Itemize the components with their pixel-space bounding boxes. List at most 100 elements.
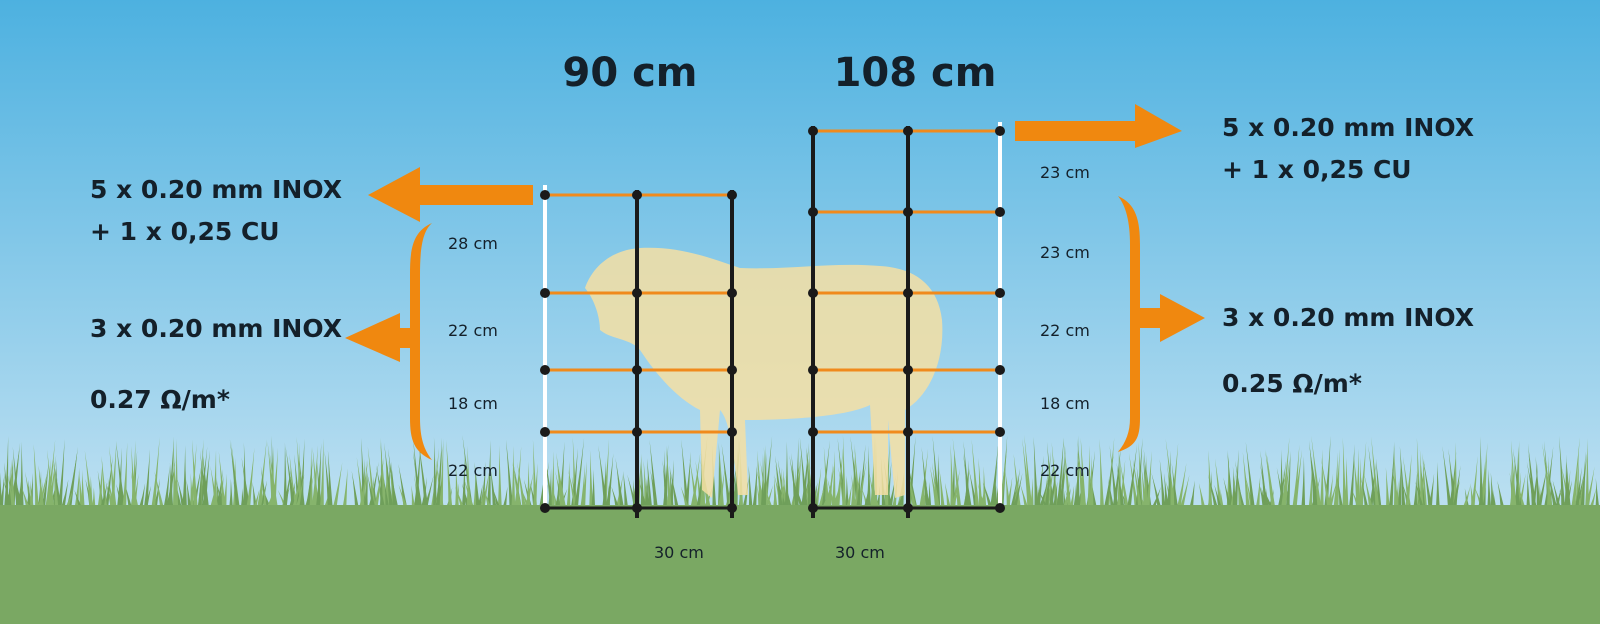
wire-knot bbox=[995, 288, 1005, 298]
grass-blade bbox=[1309, 440, 1318, 510]
grass-blade bbox=[1242, 451, 1251, 510]
grass-blade bbox=[1548, 474, 1558, 510]
grass-blade bbox=[152, 478, 161, 510]
spacing-label: 23 cm bbox=[1040, 163, 1090, 182]
grass-blade bbox=[361, 438, 366, 510]
grass-blade bbox=[1368, 462, 1376, 510]
grass-blade bbox=[1360, 476, 1369, 510]
grass-blade bbox=[589, 449, 594, 510]
grass-blade bbox=[1035, 455, 1044, 510]
grass-blade bbox=[40, 463, 49, 510]
grass-blade bbox=[733, 438, 739, 510]
grass-blade bbox=[550, 451, 555, 510]
grass-blade bbox=[189, 472, 194, 510]
grass-blade bbox=[1108, 478, 1115, 510]
wire-knot bbox=[903, 427, 913, 437]
grass-blade bbox=[182, 445, 187, 510]
grass-blade bbox=[512, 461, 523, 510]
wire-knot bbox=[808, 288, 818, 298]
grass-blade bbox=[1105, 437, 1115, 510]
grass-blade bbox=[1233, 449, 1239, 510]
wire-knot bbox=[995, 365, 1005, 375]
grass-blade bbox=[1281, 457, 1290, 510]
grass-blade bbox=[993, 476, 998, 510]
grass-blade bbox=[1451, 465, 1461, 510]
grass-blade bbox=[1435, 461, 1440, 510]
right-wire-spec: 3 x 0.20 mm INOX bbox=[1222, 303, 1474, 332]
right-top-wire-spec-cu: + 1 x 0,25 CU bbox=[1222, 155, 1412, 184]
grass-blade bbox=[351, 470, 360, 510]
wire-knot bbox=[727, 365, 737, 375]
grass-blade bbox=[1516, 477, 1521, 510]
post-spacing-label: 30 cm bbox=[654, 543, 704, 562]
arrow-left-mid bbox=[345, 313, 412, 362]
grass-blade bbox=[826, 463, 833, 510]
grass-blade bbox=[291, 470, 302, 510]
grass-blade bbox=[47, 449, 55, 510]
grass-blade bbox=[741, 476, 749, 510]
grass-blade bbox=[411, 485, 416, 510]
grass-blade bbox=[950, 468, 960, 510]
grass-blade bbox=[623, 470, 629, 510]
grass-blade bbox=[413, 441, 422, 510]
grass-blade bbox=[1020, 484, 1029, 510]
grass-blade bbox=[1595, 477, 1600, 510]
wire-knot bbox=[995, 126, 1005, 136]
wire-knot bbox=[808, 503, 818, 513]
grass-blade bbox=[1116, 458, 1121, 510]
grass-blade bbox=[1353, 451, 1361, 510]
wire-knot bbox=[903, 126, 913, 136]
grass-blade bbox=[1292, 449, 1302, 510]
grass-blade bbox=[446, 440, 453, 510]
grass-blade bbox=[384, 442, 394, 510]
grass-blade bbox=[1119, 460, 1130, 510]
grass-blade bbox=[670, 470, 680, 510]
grass-blade bbox=[1044, 451, 1051, 510]
grass-blade bbox=[1048, 462, 1058, 510]
grass-blade bbox=[294, 474, 305, 510]
spacing-label: 18 cm bbox=[1040, 394, 1090, 413]
grass-blade bbox=[202, 447, 210, 510]
grass-blade bbox=[666, 445, 672, 510]
grass-blade bbox=[899, 472, 904, 510]
grass-blade bbox=[172, 439, 177, 510]
grass-blade bbox=[695, 463, 704, 510]
grass-blade bbox=[581, 461, 587, 510]
grass-blade bbox=[1308, 468, 1313, 510]
grass-blade bbox=[721, 443, 732, 510]
grass-blade bbox=[989, 443, 999, 510]
wire-knots bbox=[808, 126, 1005, 513]
grass-blade bbox=[1388, 441, 1395, 510]
spacing-label: 28 cm bbox=[448, 234, 498, 253]
grass-blade bbox=[209, 480, 217, 510]
grass-blade bbox=[1371, 436, 1380, 510]
grass-blade bbox=[1344, 457, 1349, 510]
grass-blade bbox=[1126, 444, 1138, 510]
grass-blade bbox=[398, 484, 409, 510]
grass-blade bbox=[1062, 481, 1071, 510]
wire-knot bbox=[632, 503, 642, 513]
grass-blade bbox=[99, 482, 108, 510]
grass-blade bbox=[1266, 451, 1276, 510]
grass-blade bbox=[1542, 442, 1554, 510]
grass-blade bbox=[1585, 438, 1590, 510]
wire-knot bbox=[540, 365, 550, 375]
grass-blade bbox=[772, 484, 777, 510]
grass-blade bbox=[367, 472, 376, 510]
grass-blade bbox=[7, 472, 16, 510]
grass-blade bbox=[555, 480, 560, 510]
grass-blade bbox=[1480, 442, 1488, 510]
grass-blade bbox=[1517, 483, 1526, 510]
grass-blade bbox=[4, 462, 10, 510]
grass-blade bbox=[920, 479, 927, 510]
grass-blade bbox=[438, 438, 444, 510]
grass-blade bbox=[1509, 456, 1516, 510]
wire-knot bbox=[632, 288, 642, 298]
grass-blade bbox=[1188, 480, 1195, 510]
grass-blade bbox=[855, 469, 861, 510]
grass-blade bbox=[1385, 467, 1390, 510]
grass-blade bbox=[1394, 480, 1399, 510]
grass-blade bbox=[611, 486, 620, 510]
grass-blade bbox=[944, 482, 952, 510]
grass-blade bbox=[963, 441, 971, 510]
